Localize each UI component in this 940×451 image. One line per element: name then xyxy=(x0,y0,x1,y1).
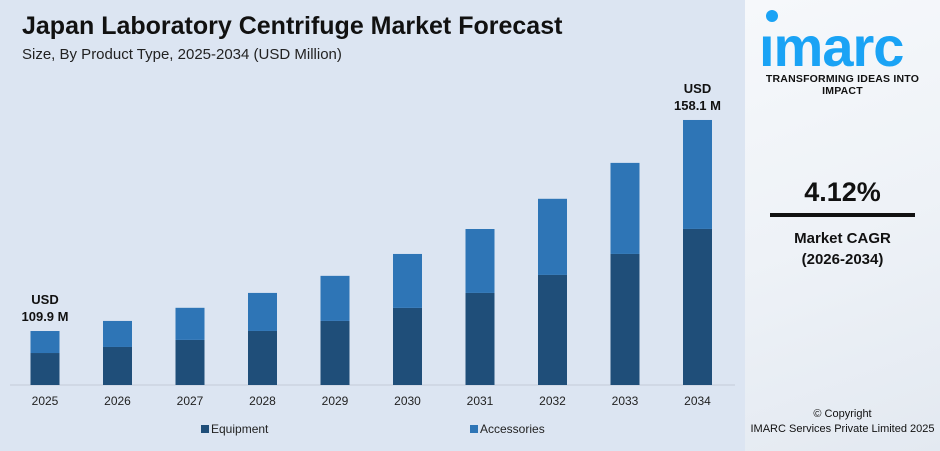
x-tick-label: 2031 xyxy=(467,394,494,408)
brand-tagline: TRANSFORMING IDEAS INTO IMPACT xyxy=(765,73,920,97)
bar-equipment-2028 xyxy=(248,330,277,385)
x-tick-label: 2025 xyxy=(32,394,59,408)
x-tick-label: 2030 xyxy=(394,394,421,408)
copyright: © Copyright IMARC Services Private Limit… xyxy=(745,407,940,437)
svg-text:ımarc: ımarc xyxy=(759,15,903,70)
bar-equipment-2026 xyxy=(103,346,132,385)
cagr-label-text: Market CAGR xyxy=(794,230,891,247)
x-tick-label: 2029 xyxy=(322,394,349,408)
bar-equipment-2032 xyxy=(538,274,567,385)
bar-accessories-2026 xyxy=(103,320,132,347)
data-label-value: 109.9 M xyxy=(22,309,69,324)
bar-accessories-2025 xyxy=(30,331,60,354)
copyright-company: IMARC Services Private Limited 2025 xyxy=(750,423,935,435)
copyright-text: © Copyright xyxy=(813,408,872,420)
bar-equipment-2025 xyxy=(30,353,60,385)
bar-accessories-2032 xyxy=(538,198,567,275)
bar-equipment-2033 xyxy=(610,253,640,385)
bar-equipment-2027 xyxy=(175,339,205,385)
bar-equipment-2034 xyxy=(683,228,712,385)
legend-label-equipment: Equipment xyxy=(211,422,269,436)
divider xyxy=(770,213,915,217)
chart-title: Japan Laboratory Centrifuge Market Forec… xyxy=(22,12,563,40)
cagr-value: 4.12% xyxy=(804,177,881,207)
data-label-currency: USD xyxy=(31,292,58,307)
x-tick-label: 2034 xyxy=(684,394,711,408)
data-label-currency: USD xyxy=(684,81,711,96)
cagr-period: (2026-2034) xyxy=(801,251,884,268)
info-panel: ımarc TRANSFORMING IDEAS INTO IMPACT 4.1… xyxy=(745,0,940,451)
legend-label-accessories: Accessories xyxy=(480,422,545,436)
bar-equipment-2031 xyxy=(465,292,495,385)
data-label-value: 158.1 M xyxy=(674,98,721,113)
chart-subtitle: Size, By Product Type, 2025-2034 (USD Mi… xyxy=(22,46,342,63)
bar-accessories-2030 xyxy=(393,253,422,308)
chart-panel: Japan Laboratory Centrifuge Market Forec… xyxy=(10,12,735,436)
bar-equipment-2029 xyxy=(320,320,350,385)
x-tick-label: 2027 xyxy=(177,394,204,408)
legend-swatch-accessories xyxy=(470,425,478,433)
stacked-bar-chart: 2025 2026 2027 2028 2029 2030 2031 2032 2033 2034… xyxy=(10,81,735,436)
x-tick-label: 2028 xyxy=(249,394,276,408)
cagr-label: Market CAGR (2026-2034) xyxy=(745,228,940,270)
x-tick-label: 2033 xyxy=(612,394,639,408)
x-tick-label: 2032 xyxy=(539,394,566,408)
bar-equipment-2030 xyxy=(393,307,422,385)
bar-accessories-2029 xyxy=(320,275,350,321)
bar-accessories-2034 xyxy=(683,119,712,229)
x-tick-label: 2026 xyxy=(104,394,131,408)
bar-accessories-2031 xyxy=(465,229,495,293)
legend-swatch-equipment xyxy=(201,425,209,433)
bar-accessories-2028 xyxy=(248,292,277,331)
bar-accessories-2033 xyxy=(610,162,640,254)
bar-accessories-2027 xyxy=(175,307,205,340)
imarc-logo: ımarc xyxy=(759,10,904,70)
